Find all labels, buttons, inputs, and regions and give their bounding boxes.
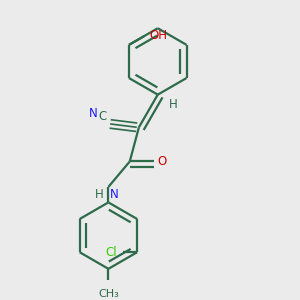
Text: O: O [158, 155, 167, 168]
Text: H: H [95, 188, 104, 201]
Text: Cl: Cl [106, 246, 117, 259]
Text: CH₃: CH₃ [98, 289, 119, 299]
Text: OH: OH [149, 29, 167, 43]
Text: C: C [99, 110, 107, 123]
Text: H: H [169, 98, 178, 111]
Text: N: N [110, 188, 118, 201]
Text: N: N [89, 106, 98, 119]
